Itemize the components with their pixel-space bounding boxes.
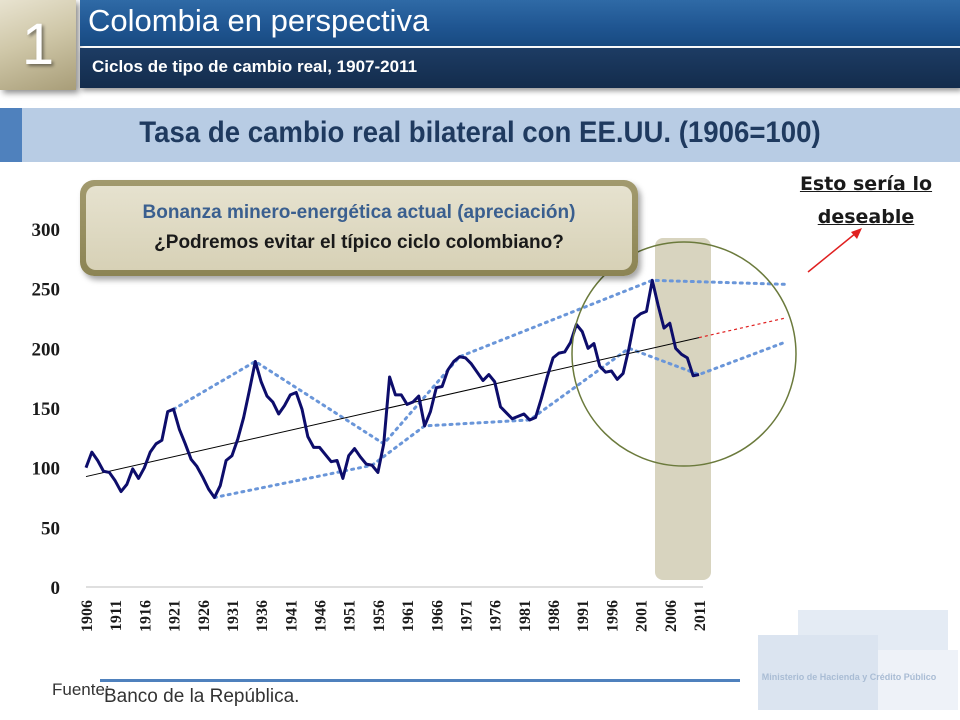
x-tick-label: 1936	[254, 600, 271, 632]
annotation-arrowhead	[851, 228, 862, 239]
x-tick-label: 2006	[663, 600, 680, 632]
x-tick-label: 1946	[313, 600, 330, 632]
x-tick-label: 1991	[575, 600, 592, 632]
section-number: 1	[21, 12, 55, 77]
y-tick-label: 0	[51, 578, 61, 599]
slide-subtitle: Ciclos de tipo de cambio real, 1907-2011	[92, 57, 418, 76]
x-tick-label: 1976	[488, 600, 505, 632]
callout-fill	[86, 186, 632, 270]
x-tick-label: 1961	[400, 600, 417, 632]
y-tick-label: 300	[32, 220, 61, 241]
section-number-box: 1	[0, 0, 76, 90]
trend-extension	[698, 317, 787, 339]
x-tick-label: 1981	[517, 600, 534, 632]
ministry-logo-graphic	[758, 610, 958, 710]
series-layer	[84, 278, 700, 499]
ministry-label: Ministerio de Hacienda y Crédito Público	[761, 672, 937, 682]
x-tick-label: 1951	[342, 600, 359, 632]
slide-title: Colombia en perspectiva	[88, 3, 430, 38]
trend-line	[85, 337, 700, 478]
x-tick-label: 1921	[167, 600, 184, 632]
x-tick-label: 1986	[546, 600, 563, 632]
band-accent	[0, 108, 22, 162]
bonanza-highlight-band	[655, 238, 711, 580]
logo-block-3	[878, 650, 958, 710]
axis-layer: 0 50 100 150 200 250 300 1906 1911 1916 1921 1926 19…	[32, 220, 710, 632]
y-tick-label: 200	[32, 339, 61, 360]
chart-title: Tasa de cambio real bilateral con EE.UU.…	[139, 116, 821, 149]
x-tick-label: 1906	[79, 600, 96, 632]
x-tick-label: 1996	[604, 600, 621, 632]
focus-circle	[571, 241, 797, 467]
footer-rule	[100, 679, 740, 682]
subtitle-bar: Ciclos de tipo de cambio real, 1907-2011	[80, 48, 960, 88]
x-tick-label: 2011	[692, 600, 709, 631]
footer-label: Fuente:	[52, 680, 110, 699]
x-tick-label: 1966	[429, 600, 446, 632]
annotation-arrow	[807, 232, 857, 273]
y-tick-label: 250	[32, 280, 61, 301]
x-tick-label: 1971	[458, 600, 475, 632]
footer-source: Banco de la República.	[104, 686, 300, 707]
callout-line-1: Bonanza minero-energética actual (apreci…	[142, 202, 576, 223]
desirable-annotation: Esto sería lo deseable	[799, 173, 933, 228]
x-tick-label: 1931	[225, 600, 242, 632]
x-tick-label: 1916	[137, 600, 154, 632]
callout-line-2: ¿Podremos evitar el típico ciclo colombi…	[154, 232, 564, 253]
x-tick-label: 1926	[196, 600, 213, 632]
x-tick-label: 1911	[108, 600, 125, 631]
exchange-rate-series	[84, 278, 700, 499]
x-tick-label: 1956	[371, 600, 388, 632]
title-bar: Colombia en perspectiva	[80, 0, 960, 46]
upper-envelope	[172, 278, 789, 446]
decoration-layer	[655, 238, 711, 580]
overlay-layer	[571, 228, 862, 467]
callout-box: Bonanza minero-energética actual (apreci…	[80, 180, 638, 276]
x-tick-label: 1941	[283, 600, 300, 632]
logo-block-2	[758, 635, 878, 710]
y-tick-label: 50	[41, 518, 60, 539]
y-tick-label: 100	[32, 459, 61, 480]
x-tick-label: 2001	[634, 600, 651, 632]
y-tick-label: 150	[32, 399, 61, 420]
chart-title-band: Tasa de cambio real bilateral con EE.UU.…	[0, 108, 960, 162]
slide-header: 1 Colombia en perspectiva Ciclos de tipo…	[0, 0, 960, 95]
